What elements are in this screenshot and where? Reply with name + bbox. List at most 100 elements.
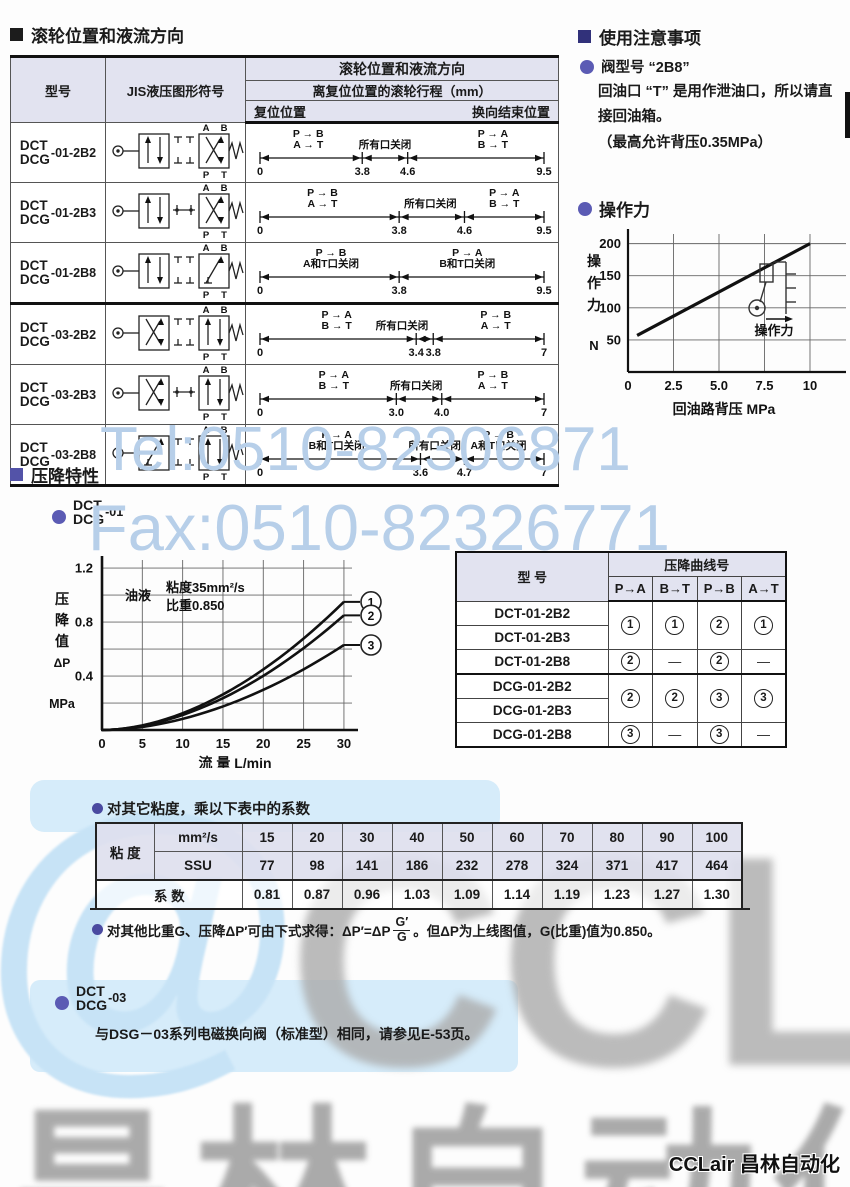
viscosity-value-cell: 50 [441, 822, 493, 852]
svg-text:25: 25 [296, 736, 310, 751]
svg-text:P → B: P → B [307, 187, 338, 199]
svg-text:P: P [202, 472, 209, 481]
svg-text:7: 7 [541, 347, 547, 358]
svg-text:15: 15 [216, 736, 230, 751]
col-header-symbol: JIS液压图形符号 [105, 56, 246, 123]
note-valve-model: 阀型号 “2B8” [580, 56, 690, 77]
svg-text:A和T口关闭: A和T口关闭 [303, 257, 359, 270]
svg-text:B → T: B → T [478, 139, 509, 151]
viscosity-value-cell: 20 [291, 822, 343, 852]
curve-row: DCG-01-2B8 3—3— [455, 721, 787, 747]
svg-text:3.8: 3.8 [392, 285, 407, 296]
model-cell: DCT DCG -01-2B2 [10, 122, 106, 183]
fraction-numerator: G′ [393, 915, 411, 931]
svg-text:7: 7 [541, 407, 547, 418]
svg-text:2: 2 [368, 609, 375, 623]
section-roller-title-text: 滚轮位置和液流方向 [31, 27, 184, 46]
model-label-dct-dcg-03: DCT DCG -03 [55, 984, 126, 1013]
viscosity-value-cell: 186 [391, 851, 443, 881]
curve-model-cell: DCT-01-2B8 [455, 648, 609, 674]
viscosity-value-cell: 98 [291, 851, 343, 881]
viscosity-value-cell: 232 [441, 851, 493, 881]
curve-number-table: 型 号 压降曲线号 P→A B→T P→B A→T DCT-01-2B2 1 1 2 1 DCT… [455, 551, 787, 748]
circle-bullet-icon [92, 803, 103, 814]
svg-text:9.5: 9.5 [536, 166, 551, 177]
note-valve-model-text: 阀型号 “2B8” [601, 60, 690, 76]
fraction-denominator: G [396, 929, 407, 944]
svg-text:A: A [202, 305, 209, 316]
curve-value-cell: 3 [741, 672, 787, 723]
footer-brand: CCLair 昌林自动化 [668, 1154, 840, 1176]
viscosity-value-cell: 0.96 [341, 879, 393, 910]
svg-text:A和T口关闭: A和T口关闭 [471, 439, 527, 452]
col-header-positions: 复位位置 换向结束位置 [245, 100, 559, 124]
svg-text:10: 10 [175, 736, 189, 751]
svg-text:A → T: A → T [293, 139, 324, 151]
curve-model-cell: DCG-01-2B3 [455, 697, 609, 723]
gravity-formula: 对其他比重G、压降ΔP′可由下式求得：ΔP′=ΔP G′ G 。但ΔP为上线图值… [92, 916, 661, 943]
section-force-title: 操作力 [578, 196, 650, 221]
note-body: 回油口 “T” 是用作泄油口，所以请直 接回油箱。 （最高允许背压0.35MPa… [598, 80, 848, 156]
svg-text:比重0.850: 比重0.850 [166, 598, 225, 613]
curve-row: DCT-01-2B3 [455, 624, 786, 650]
curve-model-cell: DCT-01-2B2 [455, 600, 609, 626]
svg-text:所有口关闭: 所有口关闭 [376, 319, 429, 332]
svg-text:压: 压 [55, 591, 69, 607]
viscosity-note: 对其它粘度，乘以下表中的系数 [92, 798, 310, 819]
curve-row: DCG-01-2B3 [455, 697, 786, 723]
section-pressure-title-text: 压降特性 [31, 467, 99, 486]
curve-model-cell: DCG-01-2B8 [455, 721, 609, 747]
svg-text:值: 值 [55, 633, 69, 649]
svg-text:A → T: A → T [481, 320, 512, 332]
curve-col-P→A: P→A [607, 576, 653, 602]
viscosity-value-cell: 1.14 [491, 879, 543, 910]
travel-diagram-cell: 0 3.6 4.7 7 P → A B和T口关闭 所有口关闭 P → B A和T口关闭 [245, 424, 559, 486]
curve-value-cell: 2 [607, 648, 653, 674]
square-bullet-icon [10, 468, 23, 481]
viscosity-table: 粘 度 mm²/s 15 20 30 40 50 60 70 80 90 100 SSU 77 98 14… [95, 822, 743, 910]
viscosity-value-cell: 1.03 [391, 879, 443, 910]
svg-text:作: 作 [587, 275, 601, 291]
svg-text:B: B [220, 183, 227, 194]
viscosity-value-cell: 141 [341, 851, 393, 881]
svg-text:T: T [221, 472, 227, 481]
section-pressure-title: 压降特性 [10, 462, 99, 487]
svg-text:A: A [202, 425, 209, 436]
svg-text:3.6: 3.6 [413, 467, 428, 478]
note-line-3: （最高允许背压0.35MPa） [598, 134, 773, 151]
svg-text:P → A: P → A [319, 369, 350, 381]
divider-line [90, 908, 750, 910]
curve-value-cell: — [741, 648, 787, 674]
svg-text:T: T [221, 290, 227, 299]
circle-bullet-icon [52, 510, 66, 525]
viscosity-note-text: 对其它粘度，乘以下表中的系数 [107, 802, 310, 818]
svg-text:A: A [202, 243, 209, 254]
travel-diagram-cell: 0 3.8 9.5 P → B A和T口关闭 P → A B和T口关闭 [245, 242, 559, 304]
curve-value-cell: 2 [696, 600, 742, 650]
svg-text:油液: 油液 [125, 588, 151, 603]
curve-value-cell: 2 [652, 672, 698, 723]
col-header-end-pos: 换向结束位置 [471, 104, 550, 120]
viscosity-value-cell: 1.23 [591, 879, 643, 910]
svg-text:0: 0 [257, 225, 263, 236]
svg-text:粘度35mm²/s: 粘度35mm²/s [165, 580, 245, 595]
circle-bullet-icon [92, 924, 103, 935]
svg-text:50: 50 [607, 332, 621, 347]
svg-text:B: B [220, 365, 227, 376]
curve-value-cell: 3 [607, 721, 653, 747]
curve-col-group: 压降曲线号 [607, 551, 787, 577]
curve-value-cell: 3 [696, 672, 742, 723]
svg-text:3: 3 [368, 639, 375, 653]
svg-text:所有口关闭: 所有口关闭 [404, 197, 457, 210]
viscosity-value-cell: 90 [641, 822, 693, 852]
model-cell: DCT DCG -01-2B8 [10, 242, 106, 304]
viscosity-value-cell: 70 [541, 822, 593, 852]
svg-text:A → T: A → T [478, 380, 509, 392]
circle-bullet-icon [580, 59, 594, 74]
